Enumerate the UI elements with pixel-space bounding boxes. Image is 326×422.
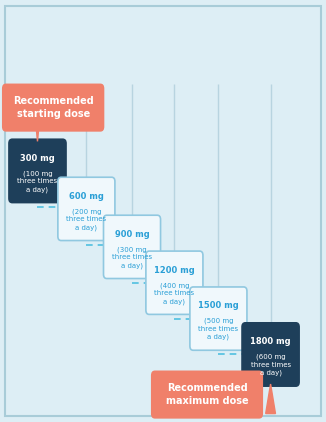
FancyBboxPatch shape xyxy=(146,251,203,314)
FancyBboxPatch shape xyxy=(58,177,115,241)
FancyBboxPatch shape xyxy=(242,323,299,386)
Text: 1500 mg: 1500 mg xyxy=(198,301,239,311)
FancyBboxPatch shape xyxy=(104,215,161,279)
Text: Recommended
starting dose: Recommended starting dose xyxy=(13,96,94,119)
Text: (400 mg
three times
a day): (400 mg three times a day) xyxy=(154,282,195,305)
Text: 1800 mg: 1800 mg xyxy=(250,337,291,346)
Text: (100 mg
three times
a day): (100 mg three times a day) xyxy=(17,170,58,193)
FancyBboxPatch shape xyxy=(151,371,263,419)
Text: (600 mg
three times
a day): (600 mg three times a day) xyxy=(250,354,291,376)
FancyBboxPatch shape xyxy=(5,6,321,416)
Text: 900 mg: 900 mg xyxy=(115,230,149,239)
Text: 600 mg: 600 mg xyxy=(69,192,104,201)
Text: (200 mg
three times
a day): (200 mg three times a day) xyxy=(66,208,107,231)
Polygon shape xyxy=(33,89,42,141)
Text: 300 mg: 300 mg xyxy=(20,154,55,163)
Text: 1200 mg: 1200 mg xyxy=(154,265,195,275)
FancyBboxPatch shape xyxy=(9,139,66,203)
FancyBboxPatch shape xyxy=(2,84,104,132)
Polygon shape xyxy=(266,384,275,414)
FancyBboxPatch shape xyxy=(190,287,247,350)
Text: (500 mg
three times
a day): (500 mg three times a day) xyxy=(198,318,239,341)
Text: Recommended
maximum dose: Recommended maximum dose xyxy=(166,383,248,406)
Text: (300 mg
three times
a day): (300 mg three times a day) xyxy=(112,246,152,269)
